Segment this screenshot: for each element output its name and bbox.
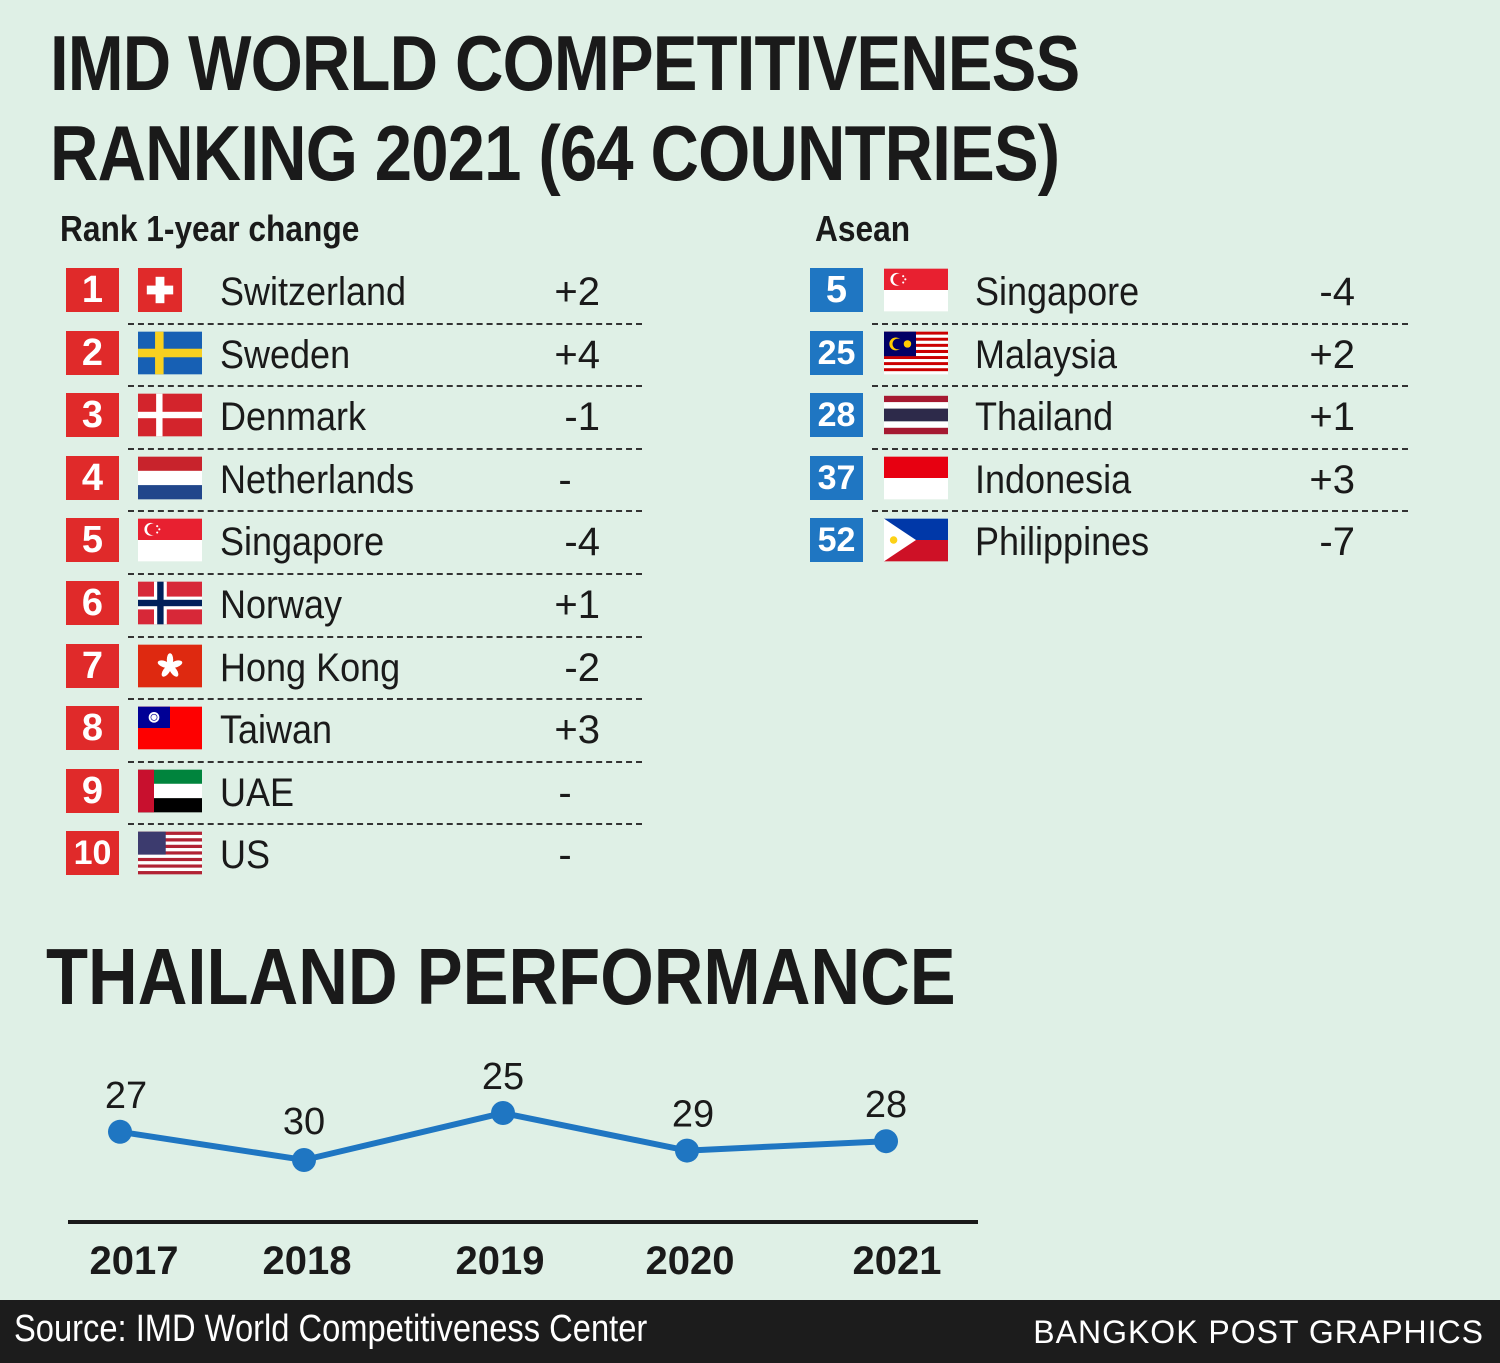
country-name: Singapore bbox=[975, 270, 1140, 314]
rank-change: - bbox=[558, 770, 572, 815]
us-flag-icon bbox=[138, 831, 202, 875]
rank-badge: 3 bbox=[66, 393, 119, 438]
rank-change: +1 bbox=[1309, 395, 1355, 440]
country-name: Switzerland bbox=[220, 270, 407, 314]
rank-badge: 5 bbox=[810, 268, 863, 312]
rank-change: +2 bbox=[554, 270, 600, 314]
rank-badge: 4 bbox=[66, 455, 119, 500]
rank-badge: 37 bbox=[810, 455, 863, 500]
rank-change: +4 bbox=[554, 332, 600, 377]
norway-flag-icon bbox=[138, 581, 202, 625]
rank-change: +3 bbox=[1309, 457, 1355, 502]
data-label: 29 bbox=[672, 1094, 714, 1136]
taiwan-flag-icon bbox=[138, 706, 202, 750]
rank-change: - bbox=[558, 457, 572, 502]
country-name: US bbox=[220, 833, 271, 878]
denmark-flag-icon bbox=[138, 393, 202, 437]
data-label: 25 bbox=[482, 1056, 524, 1098]
row-divider bbox=[128, 823, 642, 826]
x-tick-label: 2020 bbox=[646, 1239, 735, 1283]
singapore-flag-icon bbox=[884, 268, 948, 312]
country-name: Denmark bbox=[220, 395, 367, 440]
country-name: Taiwan bbox=[220, 708, 333, 753]
data-point bbox=[675, 1138, 699, 1163]
x-tick-label: 2021 bbox=[853, 1239, 942, 1283]
indonesia-flag-icon bbox=[884, 456, 948, 500]
country-name: Indonesia bbox=[975, 457, 1132, 502]
switzerland-flag-icon bbox=[138, 268, 190, 312]
row-divider bbox=[128, 760, 642, 763]
main-title: IMD WORLD COMPETITIVENESS RANKING 2021 (… bbox=[50, 18, 1082, 198]
country-name: Sweden bbox=[220, 332, 351, 377]
row-divider bbox=[872, 385, 1408, 388]
x-tick-label: 2018 bbox=[263, 1239, 352, 1283]
row-divider bbox=[872, 447, 1408, 450]
row-divider bbox=[128, 510, 642, 513]
credit-text: BANGKOK POST GRAPHICS bbox=[1033, 1314, 1484, 1350]
rank-change: - bbox=[558, 833, 572, 878]
thailand-flag-icon bbox=[884, 393, 948, 437]
rank-change: +3 bbox=[554, 708, 600, 753]
row-divider bbox=[128, 635, 642, 638]
rank-change: +2 bbox=[1309, 332, 1355, 377]
country-name: Netherlands bbox=[220, 457, 415, 502]
row-divider bbox=[872, 322, 1408, 325]
rank-change: -4 bbox=[564, 520, 600, 565]
global-heading: Rank 1-year change bbox=[60, 208, 360, 249]
rank-change: +1 bbox=[554, 582, 600, 627]
philippines-flag-icon bbox=[884, 518, 948, 562]
rank-change: -1 bbox=[564, 395, 600, 440]
row-divider bbox=[128, 322, 642, 325]
row-divider bbox=[128, 698, 642, 701]
data-point bbox=[874, 1129, 898, 1154]
rank-change: -7 bbox=[1319, 520, 1355, 565]
singapore-flag-icon bbox=[138, 518, 202, 562]
row-divider bbox=[128, 447, 642, 450]
data-point bbox=[491, 1101, 515, 1125]
country-name: Hong Kong bbox=[220, 645, 401, 690]
row-divider bbox=[872, 510, 1408, 513]
performance-title: THAILAND PERFORMANCE bbox=[46, 932, 956, 1021]
country-name: Philippines bbox=[975, 520, 1150, 565]
data-label: 28 bbox=[865, 1084, 907, 1126]
uae-flag-icon bbox=[138, 769, 202, 813]
rank-badge: 5 bbox=[66, 518, 119, 563]
data-label: 30 bbox=[283, 1101, 325, 1143]
thailand-performance-chart: 27 2017 30 2018 25 2019 29 2020 28 2021 bbox=[68, 1056, 978, 1283]
data-point bbox=[292, 1148, 316, 1172]
country-name: Malaysia bbox=[975, 332, 1118, 377]
title-line-2: RANKING 2021 (64 COUNTRIES) bbox=[50, 109, 1060, 197]
row-divider bbox=[128, 572, 642, 575]
country-name: UAE bbox=[220, 770, 295, 815]
footer-bar: Source: IMD World Competitiveness Center… bbox=[0, 1300, 1500, 1363]
rank-badge: 9 bbox=[66, 768, 119, 813]
country-name: Norway bbox=[220, 582, 343, 627]
rank-badge: 52 bbox=[810, 518, 863, 563]
source-text: Source: IMD World Competitiveness Center bbox=[14, 1308, 648, 1350]
rank-badge: 1 bbox=[66, 268, 119, 312]
data-label: 27 bbox=[105, 1075, 147, 1117]
title-line-1: IMD WORLD COMPETITIVENESS bbox=[50, 19, 1080, 107]
rank-badge: 28 bbox=[810, 393, 863, 438]
x-tick-label: 2019 bbox=[456, 1239, 545, 1283]
rank-badge: 8 bbox=[66, 706, 119, 751]
data-point bbox=[108, 1119, 132, 1144]
row-divider bbox=[128, 385, 642, 388]
country-name: Thailand bbox=[975, 395, 1114, 440]
rank-badge: 6 bbox=[66, 580, 119, 625]
rank-badge: 10 bbox=[66, 831, 119, 876]
rank-badge: 25 bbox=[810, 330, 863, 375]
rank-badge: 2 bbox=[66, 330, 119, 375]
hong-kong-flag-icon bbox=[138, 644, 202, 688]
country-name: Singapore bbox=[220, 520, 385, 565]
netherlands-flag-icon bbox=[138, 456, 202, 500]
malaysia-flag-icon bbox=[884, 331, 948, 375]
rank-change: -2 bbox=[564, 645, 600, 690]
x-tick-label: 2017 bbox=[90, 1239, 179, 1283]
asean-heading: Asean bbox=[815, 208, 911, 249]
rank-change: -4 bbox=[1319, 270, 1355, 314]
rank-badge: 7 bbox=[66, 643, 119, 688]
sweden-flag-icon bbox=[138, 331, 202, 375]
